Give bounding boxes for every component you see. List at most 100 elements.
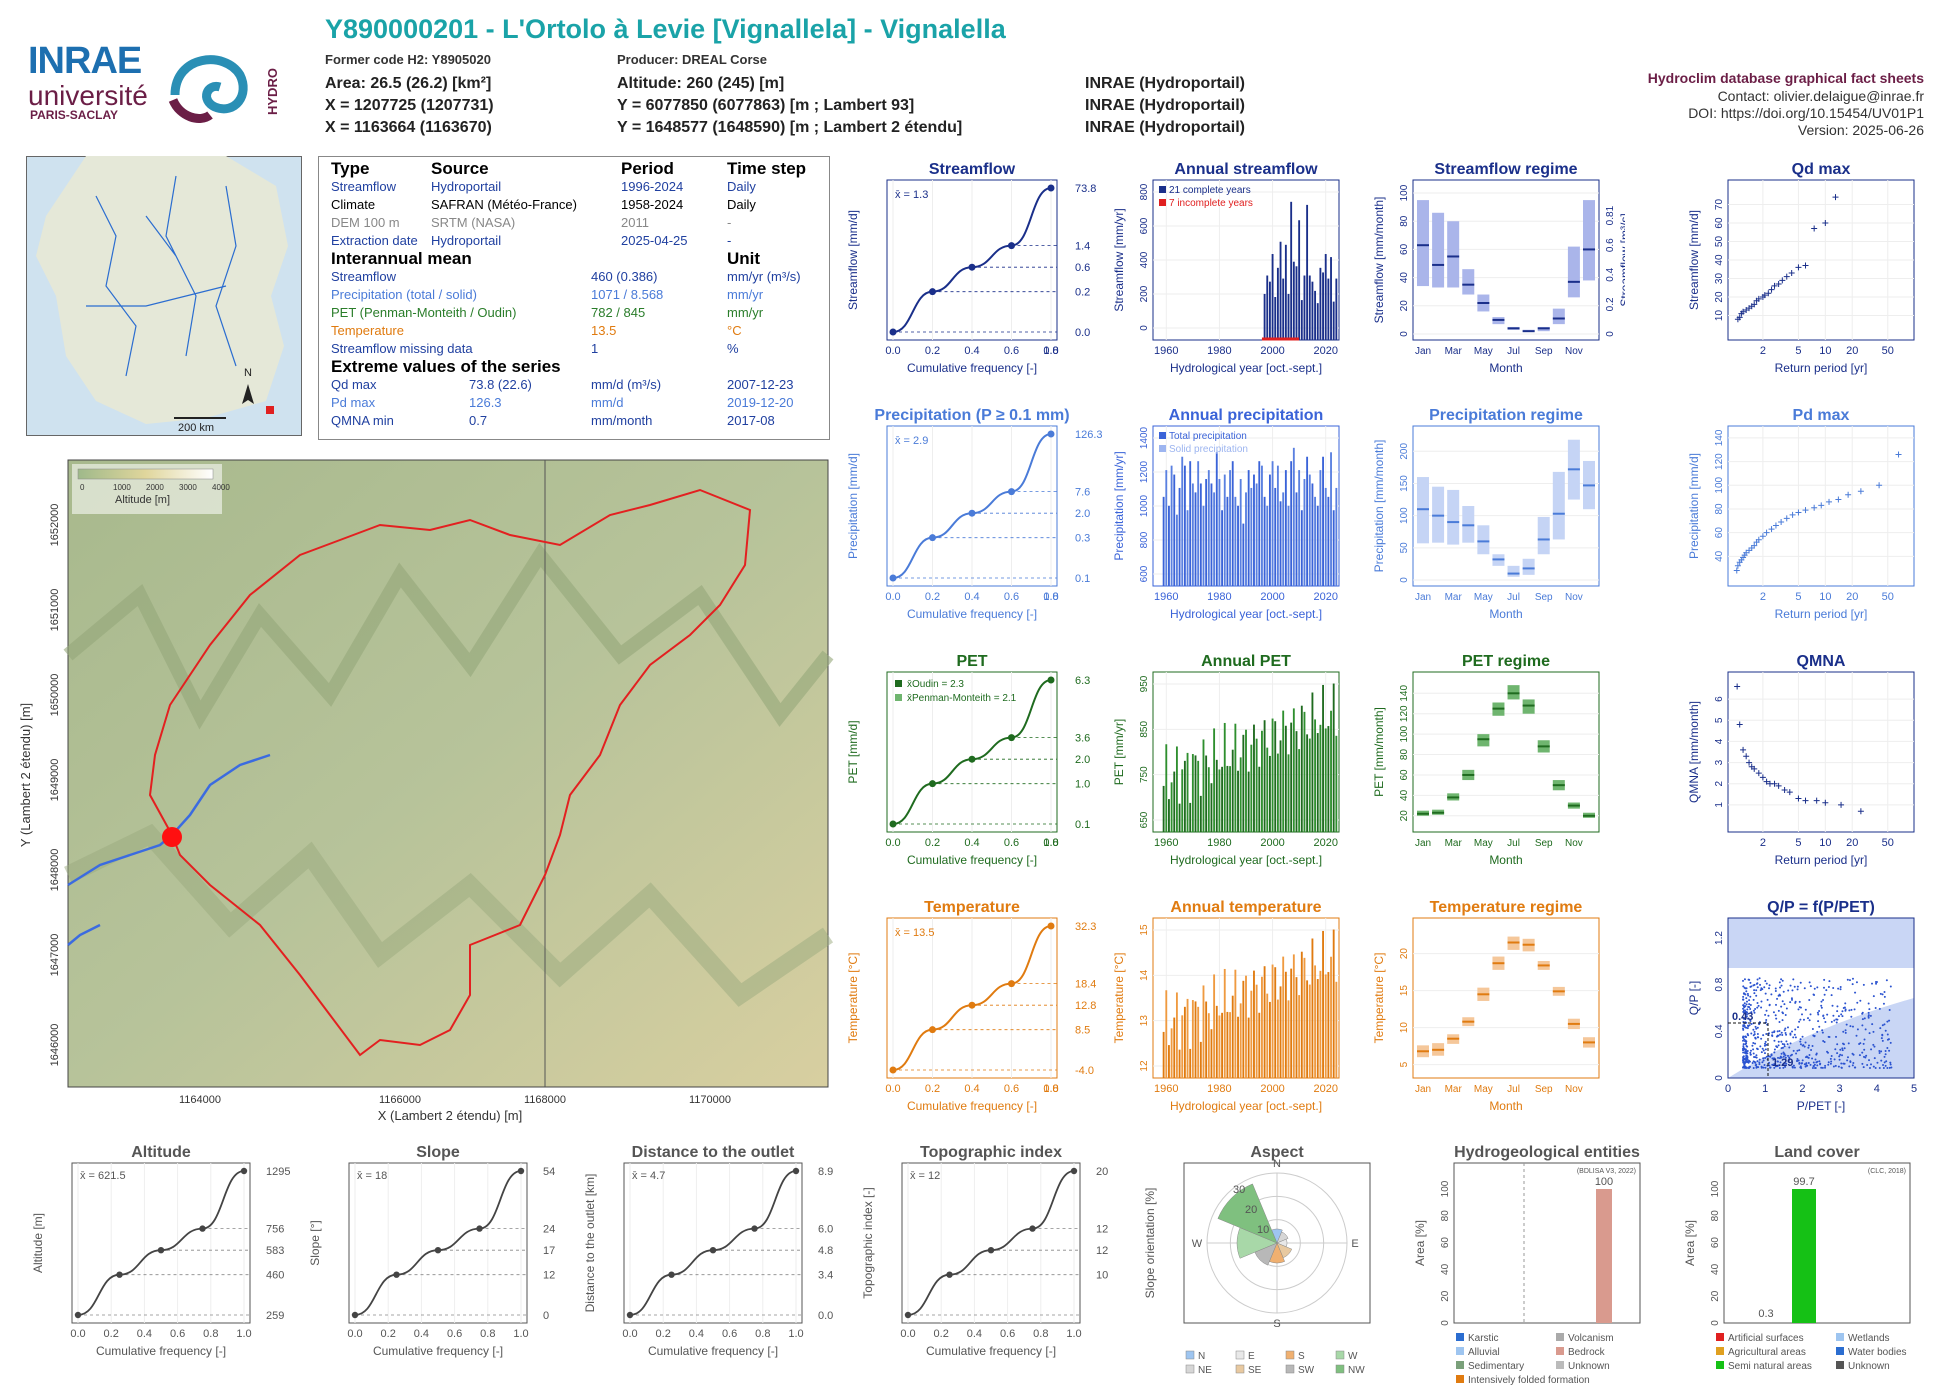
quantile-point xyxy=(351,1311,359,1319)
annual-bar xyxy=(1231,995,1234,1078)
e3-label: QMNA min xyxy=(331,413,394,428)
quantile-point xyxy=(1047,184,1055,192)
info-table: Type Source Period Time step Streamflow … xyxy=(318,156,830,440)
x-tick-label: Sep xyxy=(1535,838,1553,849)
annual-bar xyxy=(1178,1049,1181,1078)
quantile-point xyxy=(904,1311,912,1319)
scatter-point xyxy=(1858,1054,1861,1057)
scatter-point xyxy=(1758,1023,1761,1026)
mean-label: x̄ = 1.3 xyxy=(895,189,928,201)
scatter-point xyxy=(1803,1045,1806,1048)
scatter-point xyxy=(1820,1000,1823,1003)
scatter-point xyxy=(1746,992,1749,995)
scatter-point xyxy=(1871,982,1874,985)
scatter-point xyxy=(1752,998,1755,1001)
scatter-point xyxy=(1752,1009,1755,1012)
plot-frame xyxy=(71,1162,251,1324)
scatter-point xyxy=(1883,1023,1886,1026)
scatter-point xyxy=(1777,1034,1780,1037)
y-tick-label: 20 xyxy=(1399,948,1410,960)
return-point xyxy=(1795,264,1802,271)
scatter-point xyxy=(1754,1061,1757,1064)
scatter-point xyxy=(1826,1051,1829,1054)
m3-unit: mm/yr xyxy=(727,305,764,320)
y-tick-label: 4 xyxy=(1714,738,1725,744)
y2-tick-label: 0.6 xyxy=(1605,238,1616,252)
plot-frame xyxy=(1412,917,1600,1079)
scatter-point xyxy=(1789,984,1792,987)
scatter-point xyxy=(1745,990,1748,993)
scatter-point xyxy=(1784,1032,1787,1035)
y-tick-label: 80 xyxy=(1399,749,1410,761)
scatter-point xyxy=(1888,1008,1891,1011)
annual-bar xyxy=(1210,1029,1213,1078)
annual-bar xyxy=(1330,956,1332,1078)
version: Version: 2025-06-26 xyxy=(1797,122,1924,138)
annual-bar xyxy=(1215,452,1218,586)
scatter-point xyxy=(1749,1008,1752,1011)
annual-bar xyxy=(1271,254,1274,340)
scatter-point xyxy=(1803,987,1806,990)
y-tick-label: 20 xyxy=(1399,300,1410,312)
x-tick-label: 2 xyxy=(1760,837,1766,849)
map-ytick: 1650000 xyxy=(49,674,61,717)
scatter-point xyxy=(1846,1056,1849,1059)
scatter-point xyxy=(1762,1049,1765,1052)
scatter-point xyxy=(1758,1063,1761,1066)
scatter-point xyxy=(1745,1042,1748,1045)
scatter-point xyxy=(1807,1056,1810,1059)
return-point xyxy=(1755,536,1762,543)
right-tick-label: 1295 xyxy=(266,1166,290,1178)
scatter-point xyxy=(1742,1007,1745,1010)
annual-bar xyxy=(1324,487,1327,586)
annual-bar xyxy=(1168,799,1170,832)
scatter-point xyxy=(1784,1027,1787,1030)
y-axis-label: Slope orientation [%] xyxy=(1143,1188,1157,1299)
legend-swatch xyxy=(1159,186,1166,193)
annual-bar xyxy=(1316,303,1319,340)
scatter-point xyxy=(1759,1045,1762,1048)
scatter-point xyxy=(1775,1045,1778,1048)
legend-swatch xyxy=(1285,1350,1295,1360)
inrae-logo: INRAE xyxy=(28,40,142,82)
regime-box xyxy=(1522,558,1535,575)
legend-swatch xyxy=(1456,1347,1464,1355)
scatter-point xyxy=(1755,1027,1758,1030)
scatter-point xyxy=(1796,988,1799,991)
rose-ring-label: 10 xyxy=(1257,1224,1269,1236)
x-tick-label: 0.4 xyxy=(964,591,979,603)
y-tick-label: 100 xyxy=(1399,725,1410,742)
y-tick-label: 15 xyxy=(1399,985,1410,997)
annual-bar xyxy=(1279,986,1282,1078)
region-above-one xyxy=(1728,918,1914,968)
annual-bar xyxy=(1266,275,1269,340)
quantile-point xyxy=(74,1311,82,1319)
scatter-point xyxy=(1801,1035,1804,1038)
chart-title: Altitude xyxy=(131,1144,191,1161)
scatter-point xyxy=(1886,1020,1889,1023)
legend-swatch xyxy=(1456,1361,1464,1369)
scatter-point xyxy=(1786,1054,1789,1057)
scatter-point xyxy=(1824,1021,1827,1024)
scatter-point xyxy=(1749,1019,1752,1022)
hydro-logo-text: HYDRO xyxy=(265,68,280,115)
scatter-point xyxy=(1856,1001,1859,1004)
plot-frame xyxy=(348,1162,528,1324)
annual-bar xyxy=(1284,470,1287,586)
scatter-point xyxy=(1756,978,1759,981)
annual-bar xyxy=(1207,767,1210,832)
return-point xyxy=(1740,746,1747,753)
chart-title: Precipitation regime xyxy=(1429,407,1583,424)
scatter-point xyxy=(1818,1025,1821,1028)
scatter-point xyxy=(1781,1019,1784,1022)
quantile-point xyxy=(968,1001,976,1009)
annual-bar xyxy=(1324,728,1327,832)
x-tick-label: 50 xyxy=(1882,591,1894,603)
quantile-point xyxy=(116,1271,123,1278)
scatter-point xyxy=(1743,1061,1746,1064)
scatter-point xyxy=(1873,1045,1876,1048)
annual-bar xyxy=(1303,275,1306,340)
right-tick-label: 0.0 xyxy=(1075,327,1090,339)
x-axis-label: Return period [yr] xyxy=(1775,853,1868,867)
legend-swatch xyxy=(895,694,902,701)
